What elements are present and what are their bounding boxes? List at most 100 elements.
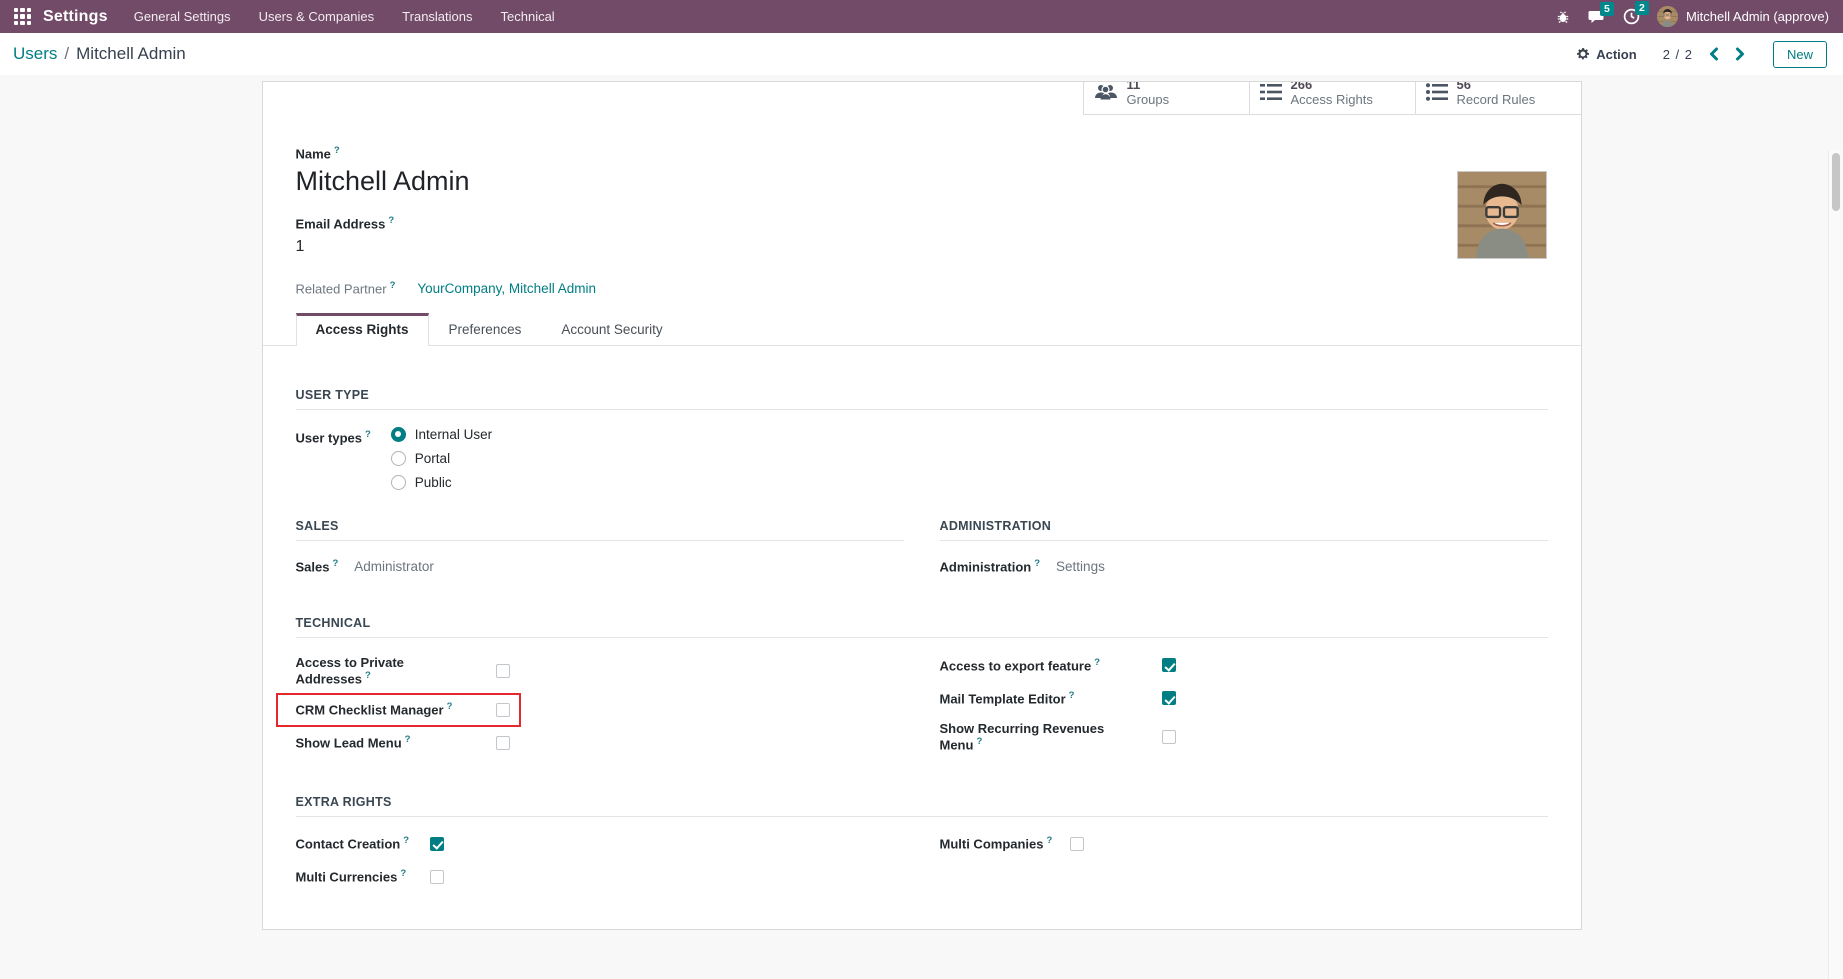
section-title-administration: ADMINISTRATION (939, 519, 1548, 541)
help-icon[interactable]: ? (332, 557, 339, 569)
multi-companies-checkbox[interactable] (1069, 836, 1084, 851)
section-title-extra-rights: EXTRA RIGHTS (295, 795, 1548, 817)
email-field-value[interactable]: 1 (295, 237, 305, 255)
new-record-button[interactable]: New (1772, 40, 1827, 68)
breadcrumb-users-link[interactable]: Users (13, 44, 58, 63)
help-icon[interactable]: ? (388, 215, 395, 227)
help-icon[interactable]: ? (1034, 557, 1041, 569)
access-to-export-feature-checkbox[interactable] (1161, 658, 1176, 673)
radio-option-internal-user[interactable]: Internal User (390, 426, 1548, 442)
name-field-value[interactable]: Mitchell Admin (295, 166, 470, 197)
multi-currencies-checkbox[interactable] (429, 869, 444, 884)
help-icon[interactable]: ? (400, 868, 407, 880)
help-icon[interactable]: ? (404, 734, 411, 746)
mail-template-editor-checkbox[interactable] (1161, 691, 1176, 706)
tab-account-security[interactable]: Account Security (561, 321, 663, 337)
help-icon[interactable]: ? (1046, 835, 1053, 847)
help-icon[interactable]: ? (403, 835, 410, 847)
menu-general-settings[interactable]: General Settings (133, 9, 231, 24)
stat-value: 266 (1290, 81, 1313, 92)
form-sheet: 11 Groups 266 Access Rights 56 Record Rules N… (261, 81, 1582, 930)
tab-access-rights[interactable]: Access Rights (295, 312, 429, 346)
tab-preferences[interactable]: Preferences (448, 321, 522, 337)
portal-radio[interactable] (390, 450, 406, 466)
action-menu-button[interactable]: Action (1576, 47, 1637, 62)
apps-menu-icon[interactable] (14, 8, 31, 25)
debug-bug-icon[interactable] (1555, 9, 1571, 25)
app-menus: General Settings Users & Companies Transla… (134, 0, 555, 33)
field-label-show-recurring-revenues-menu: Show Recurring Revenues Menu? (939, 721, 1105, 753)
record-pager: 2 / 2 (1663, 47, 1747, 62)
field-label-crm-checklist-manager: CRM Checklist Manager? (295, 701, 453, 718)
stat-text: 11 Groups (1126, 82, 1170, 107)
administration-field-label: Administration? (939, 557, 1041, 575)
user-name: Mitchell Admin (approve) (1685, 9, 1829, 24)
show-lead-menu-checkbox[interactable] (495, 735, 510, 750)
help-icon[interactable]: ? (389, 279, 396, 291)
show-recurring-revenues-menu-checkbox[interactable] (1161, 729, 1176, 744)
stat-button-access-rights[interactable]: 266 Access Rights (1248, 81, 1415, 115)
menu-translations[interactable]: Translations (402, 9, 473, 24)
radio-label: Public (414, 474, 452, 490)
current-app-name[interactable]: Settings (43, 7, 108, 25)
public-radio[interactable] (390, 474, 406, 490)
internal-user-radio[interactable] (390, 426, 406, 442)
menu-technical[interactable]: Technical (500, 9, 555, 24)
field-row-show-recurring-revenues-menu: Show Recurring Revenues Menu? (939, 721, 1178, 753)
radio-option-public[interactable]: Public (390, 474, 1548, 490)
technical-right-column: Access to export feature? Mail Template E… (940, 655, 1548, 765)
gear-icon (1577, 48, 1590, 60)
sales-field-value[interactable]: Administrator (354, 559, 434, 575)
activities-clock-icon[interactable]: 2 (1623, 1, 1649, 25)
list-ul-icon (1425, 82, 1448, 101)
related-partner-label: Related Partner? (295, 279, 396, 296)
contact-creation-checkbox[interactable] (429, 836, 444, 851)
technical-left-column: Access to Private Addresses? CRM Checklis… (275, 655, 904, 765)
field-row-multi-currencies: Multi Currencies? (296, 867, 446, 887)
user-types-radio-group: Internal User Portal Public (390, 426, 1548, 490)
pager-next-icon[interactable] (1734, 47, 1747, 61)
stat-label: Record Rules (1456, 91, 1536, 107)
field-row-show-lead-menu: Show Lead Menu? (296, 733, 512, 753)
stat-button-record-rules[interactable]: 56 Record Rules (1414, 82, 1581, 115)
related-partner-link[interactable]: YourCompany, Mitchell Admin (417, 280, 596, 296)
help-icon[interactable]: ? (446, 701, 453, 713)
help-icon[interactable]: ? (364, 428, 371, 440)
messages-count-badge: 5 (1599, 1, 1614, 16)
administration-field-value[interactable]: Settings (1056, 559, 1105, 575)
help-icon[interactable]: ? (1068, 690, 1075, 702)
messages-icon[interactable]: 5 (1588, 1, 1614, 25)
help-icon[interactable]: ? (364, 670, 371, 682)
breadcrumb: Users / Mitchell Admin (13, 44, 186, 64)
field-label-multi-companies: Multi Companies? (939, 835, 1053, 852)
access-to-private-addresses-checkbox[interactable] (495, 663, 510, 678)
crm-checklist-manager-checkbox[interactable] (495, 702, 510, 717)
user-menu[interactable]: Mitchell Admin (approve) (1656, 6, 1829, 27)
notebook-tabs: Access Rights Preferences Account Security (262, 312, 1581, 346)
stat-label: Access Rights (1290, 91, 1373, 107)
help-icon[interactable]: ? (1094, 657, 1101, 669)
pager-previous-icon[interactable] (1707, 47, 1720, 61)
radio-option-portal[interactable]: Portal (390, 450, 1548, 466)
email-field-label: Email Address? (295, 215, 395, 232)
field-row-mail-template-editor: Mail Template Editor? (940, 688, 1178, 708)
user-avatar-image[interactable] (1456, 171, 1547, 259)
users-icon (1094, 83, 1118, 101)
section-administration: ADMINISTRATION Administration? Settings (939, 519, 1548, 587)
radio-label: Portal (414, 450, 451, 466)
stat-button-groups[interactable]: 11 Groups (1082, 82, 1249, 115)
help-icon[interactable]: ? (976, 736, 983, 748)
tab-content-access-rights: USER TYPE User types? Internal User Porta… (263, 346, 1581, 930)
section-title-other: OTHER (296, 929, 1548, 930)
stat-label: Groups (1126, 91, 1170, 107)
section-other: OTHER Bypass HTML Field Sanitize? (296, 929, 1548, 930)
help-icon[interactable]: ? (333, 145, 340, 156)
field-row-multi-companies: Multi Companies? (940, 834, 1086, 854)
section-user-type: USER TYPE User types? Internal User Porta… (295, 388, 1548, 490)
name-field-label: Name? (295, 145, 340, 162)
vertical-scrollbar[interactable] (1828, 150, 1843, 979)
breadcrumb-separator: / (64, 44, 70, 63)
scrollbar-thumb[interactable] (1832, 153, 1840, 211)
stat-text: 266 Access Rights (1290, 81, 1373, 107)
menu-users-companies[interactable]: Users & Companies (258, 9, 375, 24)
